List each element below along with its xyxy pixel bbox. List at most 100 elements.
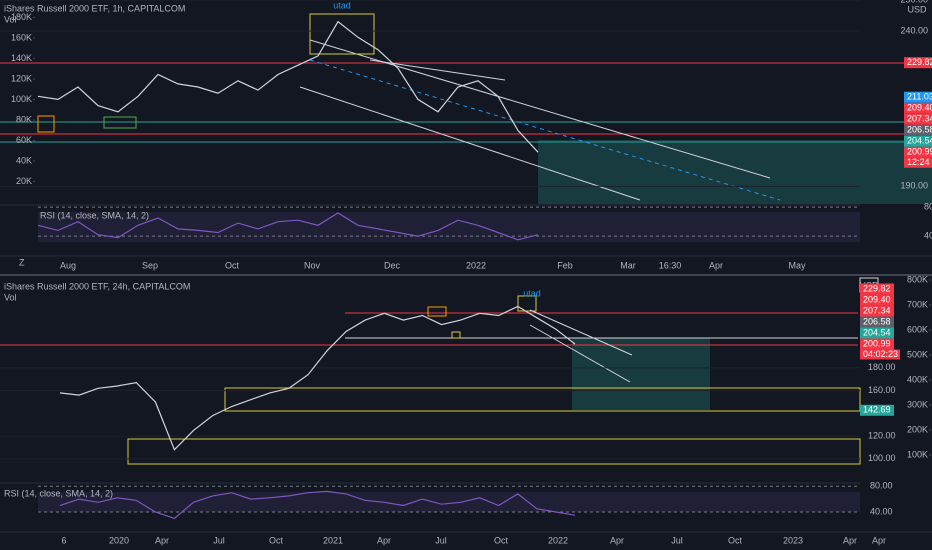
x-tick-label: 2022 (466, 260, 486, 270)
x-tick-label: Apr (155, 535, 169, 545)
trend-line (299, 86, 641, 201)
rsi-label: RSI (14, close, SMA, 14, 2) (4, 488, 113, 498)
rsi-tick-label: 80.00 (924, 202, 932, 212)
x-tick-label: Oct (225, 260, 240, 270)
vol-tick-label: 80K (16, 114, 32, 124)
price-tag (860, 338, 894, 350)
x-tick-label: 2020 (109, 535, 129, 545)
box (517, 295, 537, 312)
vol-tick-label: 600K (907, 324, 928, 334)
box (103, 116, 137, 129)
price-tag-label: 204.54 (863, 327, 891, 337)
x-tick-label: Aug (60, 260, 76, 270)
price-tag (860, 404, 894, 416)
vol-label: Vol (4, 292, 17, 302)
price-tick-label: 160.00 (868, 385, 896, 395)
vol-tick-label: 200K (907, 424, 928, 434)
z-icon: Z (19, 257, 25, 267)
x-tick-label: Apr (709, 260, 723, 270)
price-tag (904, 113, 932, 125)
trend-line (529, 309, 633, 356)
rsi-band (38, 212, 860, 242)
vol-tick-label: 120K (11, 73, 32, 83)
rsi-tick-label: 40.00 (924, 231, 932, 241)
price-tick-label: 190.00 (900, 181, 928, 191)
box (224, 387, 861, 412)
price-tag-label: 229.82 (863, 283, 891, 293)
price-tag (904, 135, 932, 147)
price-tag-label: 229.82 (907, 57, 932, 67)
x-tick-label: Sep (142, 260, 158, 270)
box (309, 13, 375, 55)
x-tick-label: Dec (384, 260, 401, 270)
x-tick-label: Mar (620, 260, 636, 270)
trend-line (309, 39, 771, 179)
x-tick-label: 6 (61, 535, 66, 545)
box (37, 115, 55, 133)
price-tag (904, 124, 932, 136)
countdown: 04:02:23 (863, 349, 898, 359)
price-tick-label: 100.00 (868, 453, 896, 463)
x-tick-label: Feb (557, 260, 573, 270)
price-tag-label: 142.69 (863, 405, 891, 415)
x-tick-label: Apr (872, 535, 886, 545)
rsi-line (59, 490, 576, 520)
vol-tick-label: 400K (907, 374, 928, 384)
pane-title: iShares Russell 2000 ETF, 1h, CAPITALCOM (4, 3, 185, 13)
rsi-tick-label: 40.00 (870, 506, 893, 516)
box (427, 306, 447, 317)
target-zone (538, 140, 932, 204)
price-tag-label: 200.99 (863, 338, 891, 348)
price-tag (904, 102, 932, 114)
countdown-tag (904, 157, 932, 168)
price-tag (860, 305, 894, 317)
currency: USD (907, 4, 927, 14)
x-tick-label: 2023 (783, 535, 803, 545)
trend-line (309, 59, 781, 201)
countdown: 12:24 (907, 157, 930, 167)
x-tick-label: 16:30 (659, 260, 682, 270)
price-tag-label: 206.58 (863, 316, 891, 326)
price-tag-label: 207.34 (907, 114, 932, 124)
vol-tick-label: 20K (16, 176, 32, 186)
price-tag-label: 209.40 (907, 103, 932, 113)
x-tick-label: Nov (304, 260, 321, 270)
x-tick-label: Jul (213, 535, 225, 545)
rsi-line (37, 212, 539, 241)
price-tag-label: 204.54 (907, 136, 932, 146)
target-zone (572, 338, 710, 410)
x-tick-label: Apr (377, 535, 391, 545)
countdown-tag (860, 349, 900, 360)
price-line (37, 20, 539, 153)
price-tag (904, 91, 932, 103)
box (451, 331, 461, 339)
rsi-band (38, 492, 860, 512)
x-tick-label: Jul (671, 535, 683, 545)
vol-tick-label: 40K (16, 155, 32, 165)
annotation: utad (333, 0, 351, 10)
vol-tick-label: 500K (907, 349, 928, 359)
x-tick-label: Apr (610, 535, 624, 545)
price-tick-label: 240.00 (900, 25, 928, 35)
rsi-label: RSI (14, close, SMA, 14, 2) (40, 210, 149, 220)
x-tick-label: 2021 (323, 535, 343, 545)
vol-label: Vol (4, 14, 17, 24)
x-tick-label: Oct (728, 535, 743, 545)
vol-tick-label: 100K (11, 94, 32, 104)
price-tag (860, 327, 894, 339)
price-tag (860, 316, 894, 328)
vol-tick-label: 60K (16, 135, 32, 145)
vol-tick-label: 140K (11, 53, 32, 63)
vol-tick-label: 300K (907, 399, 928, 409)
price-tag-label: 211.03 (907, 92, 932, 102)
price-tag-label: 206.58 (907, 125, 932, 135)
price-tag-label: 207.34 (863, 305, 891, 315)
vol-tick-label: 800K (907, 274, 928, 284)
price-tag (860, 294, 894, 306)
price-tag (904, 146, 932, 158)
price-line (59, 305, 576, 451)
price-tick-label: 250.00 (900, 0, 928, 4)
x-tick-label: 2022 (548, 535, 568, 545)
price-tag-label: 200.99 (907, 147, 932, 157)
